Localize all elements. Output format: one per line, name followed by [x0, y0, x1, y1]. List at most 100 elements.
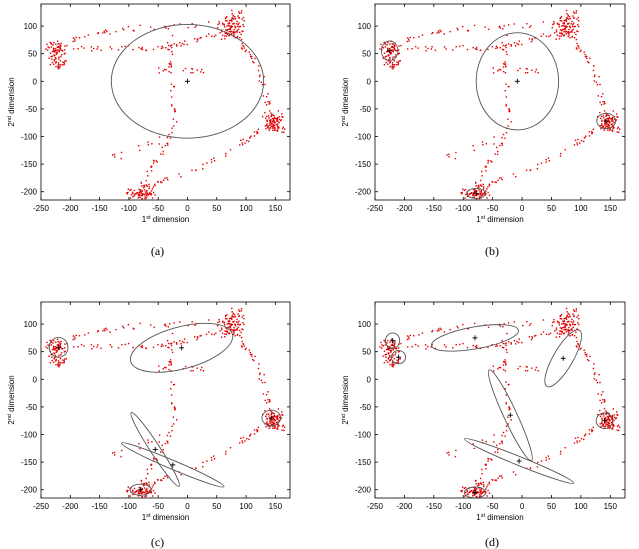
data-point — [437, 328, 440, 330]
data-point — [508, 406, 510, 408]
data-point — [59, 60, 62, 62]
data-point — [150, 324, 152, 326]
data-point — [604, 124, 606, 126]
data-point — [615, 417, 618, 419]
data-point — [49, 52, 52, 54]
data-point — [387, 352, 389, 354]
data-point — [591, 428, 593, 431]
x-tick-label: 50 — [212, 204, 221, 213]
data-point — [480, 493, 482, 495]
data-point — [164, 366, 166, 369]
data-point — [97, 46, 99, 48]
data-point — [499, 144, 501, 147]
data-point — [258, 373, 261, 376]
data-point — [277, 123, 279, 125]
data-point — [165, 47, 167, 49]
data-point — [161, 479, 163, 481]
data-point — [491, 479, 494, 481]
data-point — [146, 170, 148, 173]
data-point — [233, 34, 235, 36]
data-point — [266, 115, 268, 118]
data-point — [567, 316, 570, 318]
data-point — [179, 42, 181, 44]
data-point — [52, 347, 55, 349]
data-point — [162, 368, 164, 370]
data-point — [145, 179, 147, 182]
data-point — [148, 186, 150, 188]
data-point — [281, 113, 283, 115]
data-point — [180, 474, 182, 476]
data-point — [181, 42, 184, 45]
y-tick-label: 0 — [367, 375, 372, 384]
data-point — [261, 381, 264, 384]
data-point — [599, 381, 601, 384]
data-point — [46, 341, 48, 344]
data-point — [476, 193, 479, 195]
data-point — [607, 125, 609, 127]
data-point — [567, 32, 569, 34]
data-point — [53, 41, 55, 44]
data-point — [103, 328, 105, 330]
data-point — [210, 158, 213, 161]
data-point — [249, 137, 251, 139]
data-point — [135, 490, 137, 493]
data-point — [257, 426, 260, 429]
data-point — [270, 125, 273, 127]
data-point — [573, 37, 576, 39]
y-tick-label: -200 — [21, 486, 38, 495]
data-point — [473, 191, 476, 194]
data-point — [270, 119, 272, 121]
data-point — [605, 421, 608, 423]
data-point — [142, 186, 145, 189]
data-point — [409, 334, 411, 337]
data-point — [481, 490, 483, 493]
data-point — [382, 47, 384, 49]
data-point — [381, 347, 383, 349]
data-point — [150, 491, 152, 493]
data-point — [72, 37, 75, 39]
data-point — [390, 351, 392, 353]
data-point — [179, 321, 181, 323]
data-point — [152, 186, 155, 188]
data-point — [229, 19, 232, 21]
data-point — [74, 40, 76, 42]
data-point — [611, 415, 614, 418]
data-point — [237, 326, 240, 329]
data-point — [241, 18, 243, 20]
data-point — [273, 129, 276, 131]
data-point — [576, 142, 578, 144]
data-point — [166, 440, 168, 443]
data-point — [257, 69, 260, 72]
y-tick-label: -200 — [355, 486, 372, 495]
data-point — [227, 320, 229, 322]
data-point — [245, 49, 247, 51]
data-point — [389, 359, 391, 361]
data-point — [87, 332, 90, 334]
data-point — [240, 47, 243, 49]
data-point — [561, 330, 563, 332]
data-point — [576, 441, 579, 444]
data-point — [78, 37, 81, 39]
data-point — [384, 56, 386, 58]
data-point — [535, 366, 538, 369]
data-point — [517, 69, 519, 72]
data-point — [176, 45, 178, 47]
data-point — [496, 47, 498, 49]
data-point — [596, 413, 599, 416]
data-point — [514, 45, 517, 47]
data-point — [406, 40, 408, 43]
data-point — [51, 359, 53, 362]
data-point — [384, 344, 387, 346]
y-tick-label: -100 — [21, 431, 38, 440]
data-point — [495, 45, 498, 47]
data-point — [248, 51, 250, 53]
data-point — [564, 27, 566, 29]
data-point — [202, 466, 204, 468]
data-point — [493, 370, 495, 372]
data-point — [227, 24, 230, 26]
data-point — [171, 96, 173, 98]
data-point — [240, 308, 243, 310]
data-point — [160, 345, 162, 348]
data-point — [271, 411, 273, 414]
data-point — [612, 424, 614, 426]
